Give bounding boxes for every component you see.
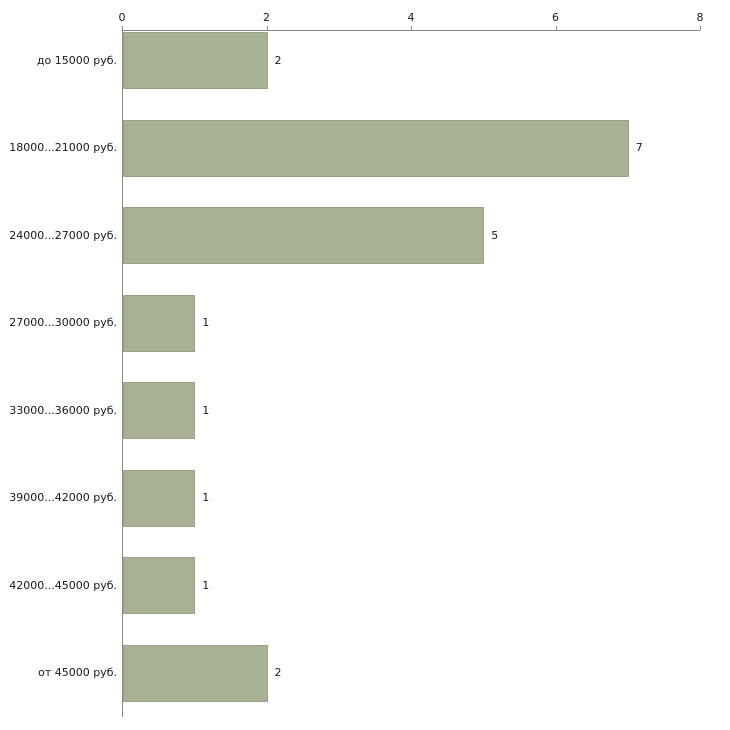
category-label: до 15000 руб. [36,53,117,67]
category-label: 27000...30000 руб. [9,316,117,329]
bar [123,644,268,702]
category-label: 18000...21000 руб. [9,141,117,154]
x-tick-label: 2 [263,11,270,24]
x-tick-label: 0 [118,11,126,24]
value-label: 1 [202,491,210,504]
y-axis-line [122,30,123,717]
category-label: 33000...36000 руб. [9,403,117,417]
x-axis-line [122,30,700,31]
bar [123,119,629,177]
x-tick-label: 4 [407,11,415,24]
x-tick-mark [122,26,123,30]
value-label: 2 [274,53,282,67]
category-label: 39000...42000 руб. [9,491,117,504]
bar [123,207,485,264]
x-tick-mark [411,26,412,30]
value-label: 1 [202,578,210,592]
bar [123,469,196,527]
value-label: 5 [491,228,499,242]
bar [123,294,196,352]
bar [123,557,196,614]
x-tick-mark [266,26,268,30]
x-tick-mark [555,26,557,30]
value-label: 1 [202,316,210,329]
value-label: 7 [635,141,643,154]
bar [123,32,268,89]
category-label: 42000...45000 руб. [9,578,117,592]
value-label: 2 [274,666,282,679]
category-label: от 45000 руб. [38,666,117,679]
x-tick-label: 8 [696,11,704,24]
x-tick-label: 6 [552,11,559,24]
bar [123,382,196,439]
x-tick-mark [700,26,701,30]
value-label: 1 [202,403,210,417]
category-label: 24000...27000 руб. [9,228,117,242]
